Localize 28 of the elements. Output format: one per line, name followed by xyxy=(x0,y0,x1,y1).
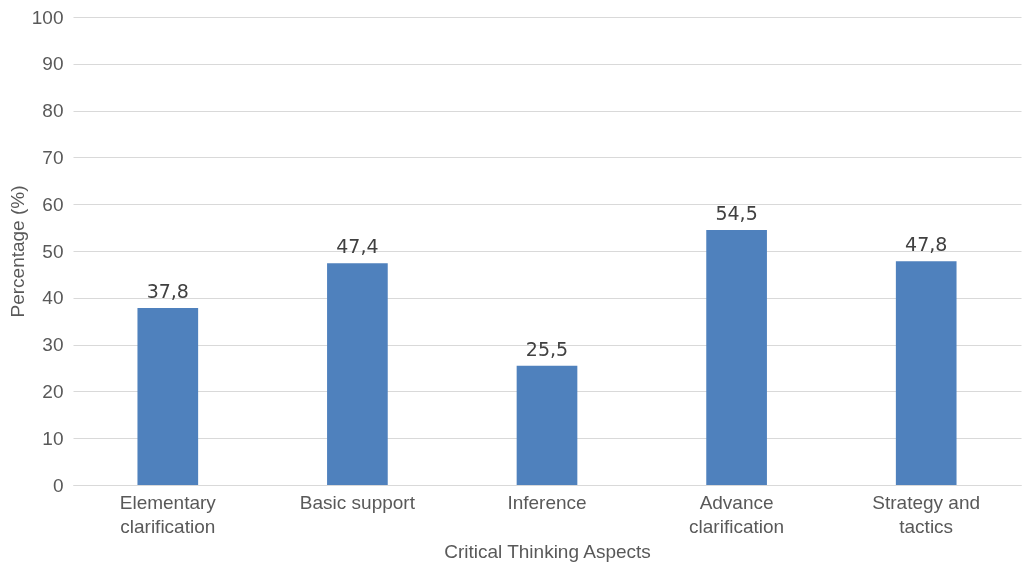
bar xyxy=(137,308,199,485)
bar xyxy=(706,229,767,485)
bar xyxy=(895,261,957,485)
y-tick-label: 70 xyxy=(42,146,64,168)
y-tick-label: 50 xyxy=(42,240,64,262)
y-tick-label: 100 xyxy=(31,6,64,28)
y-axis-title: Percentage (%) xyxy=(6,185,28,318)
y-tick-label: 40 xyxy=(42,287,64,309)
y-tick-label: 10 xyxy=(42,427,64,449)
x-tick-label: Strategy and tactics xyxy=(872,491,981,537)
y-tick-label: 20 xyxy=(42,380,64,402)
data-label: 25,5 xyxy=(525,337,569,360)
x-tick-label: Inference xyxy=(507,491,587,513)
x-tick-label: Basic support xyxy=(299,491,416,513)
x-axis-title: Critical Thinking Aspects xyxy=(444,540,651,562)
data-label: 47,8 xyxy=(905,233,948,256)
y-tick-label: 80 xyxy=(42,100,64,122)
y-tick-label: 90 xyxy=(42,53,64,75)
y-tick-label: 0 xyxy=(52,474,64,496)
data-label: 54,5 xyxy=(715,201,758,224)
data-label: 37,8 xyxy=(146,280,189,303)
y-tick-label: 30 xyxy=(42,334,64,356)
bar xyxy=(327,263,388,485)
data-label: 47,4 xyxy=(336,235,379,258)
y-tick-label: 60 xyxy=(42,193,64,215)
x-tick-label: Advance clarification xyxy=(689,491,785,537)
x-tick-label: Elementary clarification xyxy=(119,491,217,537)
bar xyxy=(516,365,578,485)
